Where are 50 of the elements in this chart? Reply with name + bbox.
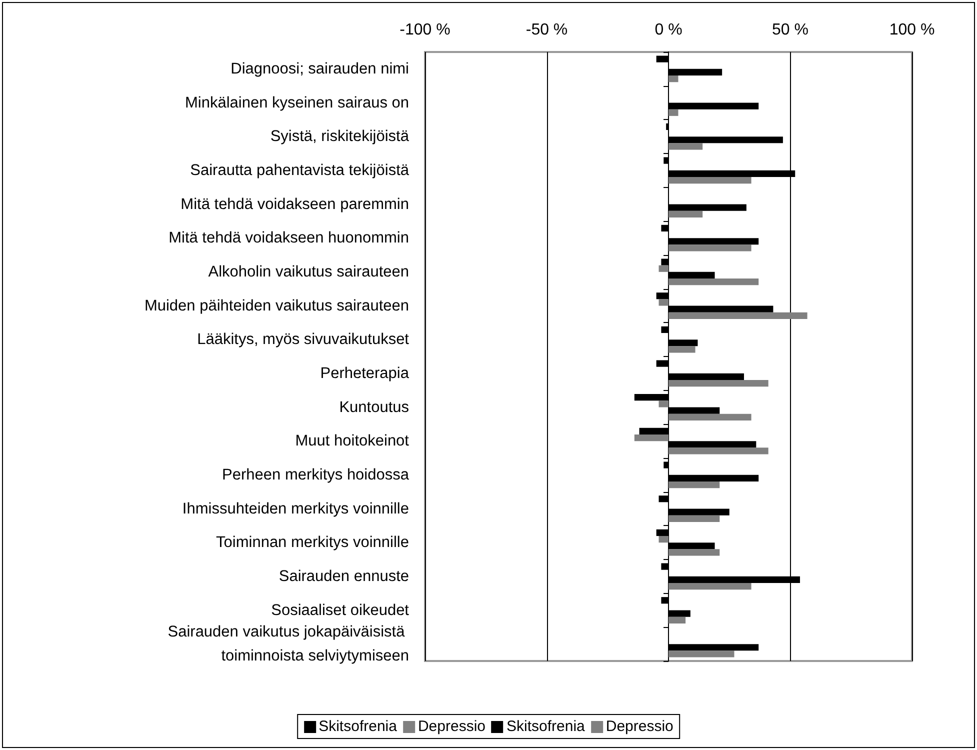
bar [668, 210, 703, 218]
x-tick-label: -50 % [526, 22, 568, 38]
bar [668, 177, 752, 184]
bar [634, 434, 668, 442]
bar [668, 515, 720, 522]
bar [668, 448, 768, 454]
legend-label: Skitsofrenia [318, 718, 397, 735]
bar [658, 265, 668, 272]
y-tick-label: Minkälainen kyseinen sairaus on [184, 94, 409, 112]
y-tick-label: Mitä tehdä voidakseen huonommin [168, 230, 409, 247]
legend-label: Skitsofrenia [506, 718, 585, 735]
bar [658, 536, 668, 543]
bar [668, 109, 678, 116]
bar [658, 400, 668, 408]
bar [668, 143, 703, 150]
x-tick-label: 0 % [654, 22, 682, 38]
y-tick-label: Perheterapia [320, 364, 410, 382]
y-tick-label: Alkoholin vaikutus sairauteen [208, 263, 409, 280]
y-tick-label: Sairautta pahentavista tekijöistä [190, 162, 410, 179]
bar [668, 346, 696, 353]
legend-label: Depressio [606, 718, 674, 735]
y-tick-label: Perheen merkitys hoidossa [222, 466, 410, 484]
x-tick-label: -100 % [400, 22, 450, 38]
bar [668, 583, 752, 590]
bar [668, 616, 686, 624]
y-tick-label: Lääkitys, myös sivuvaikutukset [197, 331, 410, 348]
bar [668, 414, 752, 420]
y-tick-label: Toiminnan merkitys voinnille [216, 534, 409, 552]
legend-label: Depressio [418, 718, 486, 735]
y-tick-label: Diagnoosi; sairauden nimi [230, 60, 409, 78]
bar [668, 482, 720, 488]
x-tick-label: 100 % [889, 22, 935, 38]
y-tick-label: Muut hoitokeinot [295, 432, 410, 450]
bar [668, 650, 734, 658]
y-tick-label: Mitä tehdä voidakseen paremmin [180, 196, 409, 213]
y-tick-label: Ihmissuhteiden merkitys voinnille [182, 500, 409, 518]
bar [668, 244, 752, 252]
x-tick-label: 50 % [772, 22, 808, 38]
bar [668, 278, 759, 286]
bar [658, 299, 668, 306]
y-tick-label: Muiden päihteiden vaikutus sairauteen [144, 297, 409, 314]
y-tick-label: Sosiaaliset oikeudet [271, 602, 410, 619]
y-tick-label: Sairauden vaikutus jokapäiväisistä toiminnoista selviytymiseen [168, 624, 409, 665]
y-tick-label: Syistä, riskitekijöistä [270, 128, 410, 146]
bar [668, 380, 768, 387]
bar [668, 312, 808, 319]
y-tick-label: Sairauden ennuste [278, 568, 409, 585]
bar [668, 549, 720, 556]
y-tick-label: Kuntoutus [339, 398, 410, 416]
bar [668, 76, 678, 82]
